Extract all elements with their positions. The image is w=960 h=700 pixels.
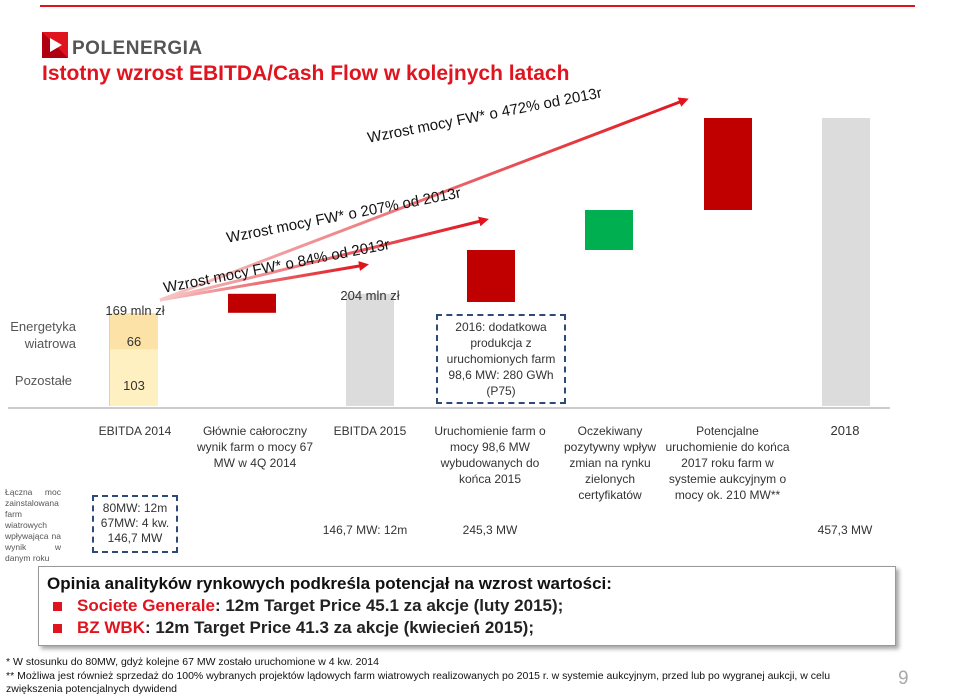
opinion-item: BZ WBK : 12m Target Price 41.3 za akcje … xyxy=(47,617,887,639)
side-label-other: Pozostałe xyxy=(14,373,72,388)
production-note: 2016: dodatkowa produkcja z uruchomionyc… xyxy=(446,320,556,398)
side-label-wind: Energetyka wiatrowa xyxy=(10,319,76,351)
page-title: Istotny wzrost EBITDA/Cash Flow w kolejn… xyxy=(42,62,570,85)
category-label-launch-98: Uruchomienie farm o mocy 98,6 MW wybudow… xyxy=(434,424,546,486)
footnote-2: ** Możliwa jest również sprzedaż do 100%… xyxy=(6,670,831,695)
capacity-2014-line1: 80MW: 12m xyxy=(102,501,168,515)
analyst-opinion-box: Opinia analityków rynkowych podkreśla po… xyxy=(38,566,896,646)
capacity-2018: 457,3 MW xyxy=(817,523,873,537)
bar-step-2016 xyxy=(467,250,515,302)
segment-label-other: 103 xyxy=(123,378,145,393)
category-label-auction: Potencjalne uruchomienie do końca 2017 r… xyxy=(665,424,790,502)
bar-2014-border xyxy=(109,313,110,406)
page-number: 9 xyxy=(898,668,909,689)
bullet-icon xyxy=(53,623,62,633)
category-label-full-year: Głównie całoroczny wynik farm o mocy 67 … xyxy=(196,424,314,470)
category-label-ebitda-2014: EBITDA 2014 xyxy=(98,424,172,438)
capacity-2016: 245,3 MW xyxy=(462,523,518,537)
segment-label-wind: 66 xyxy=(126,334,142,349)
category-label-certificates: Oczekiwany pozytywny wpływ zmian na rynk… xyxy=(563,424,657,502)
category-label-2018: 2018 xyxy=(830,423,860,438)
opinion-title: Opinia analityków rynkowych podkreśla po… xyxy=(47,574,612,593)
growth-arrow-207 xyxy=(159,216,489,302)
bar-2014-wind xyxy=(110,313,158,350)
production-note-box xyxy=(436,314,566,404)
opinion-firm: Societe Generale xyxy=(77,596,215,615)
bullet-icon xyxy=(53,601,62,611)
category-label-ebitda-2015: EBITDA 2015 xyxy=(333,424,407,438)
bar-2014-other xyxy=(110,349,158,406)
bar-2018 xyxy=(822,118,870,406)
polenergia-logo-icon xyxy=(42,32,68,58)
capacity-2014-line3: 146,7 MW xyxy=(107,531,163,545)
bar-step-certificates xyxy=(585,210,633,250)
total-label-2014: 169 mln zł xyxy=(105,303,165,318)
bar-step-auction xyxy=(704,118,752,210)
bar-ebitda-2015 xyxy=(346,293,394,406)
bar-step-2015 xyxy=(228,293,276,313)
capacity-2014-box xyxy=(92,495,178,553)
total-label-2015: 204 mln zł xyxy=(340,288,400,303)
capacity-2015: 146,7 MW: 12m xyxy=(322,523,408,537)
capacity-side-note: Łączna moc zainstalowana farm wiatrowych… xyxy=(5,487,61,563)
growth-arrow-472 xyxy=(159,97,689,302)
logo-text: POLENERGIA xyxy=(72,38,203,59)
growth-arrow-84 xyxy=(159,261,369,302)
opinion-text: : 12m Target Price 41.3 za akcje (kwieci… xyxy=(144,618,534,637)
top-rule xyxy=(40,5,915,7)
footnote-1: * W stosunku do 80MW, gdyż kolejne 67 MW… xyxy=(6,656,379,668)
opinion-item: Societe Generale : 12m Target Price 45.1… xyxy=(47,595,887,617)
opinion-text: : 12m Target Price 45.1 za akcje (luty 2… xyxy=(214,596,564,615)
capacity-2014-line2: 67MW: 4 kw. xyxy=(100,516,170,530)
opinion-firm: BZ WBK xyxy=(77,618,145,637)
